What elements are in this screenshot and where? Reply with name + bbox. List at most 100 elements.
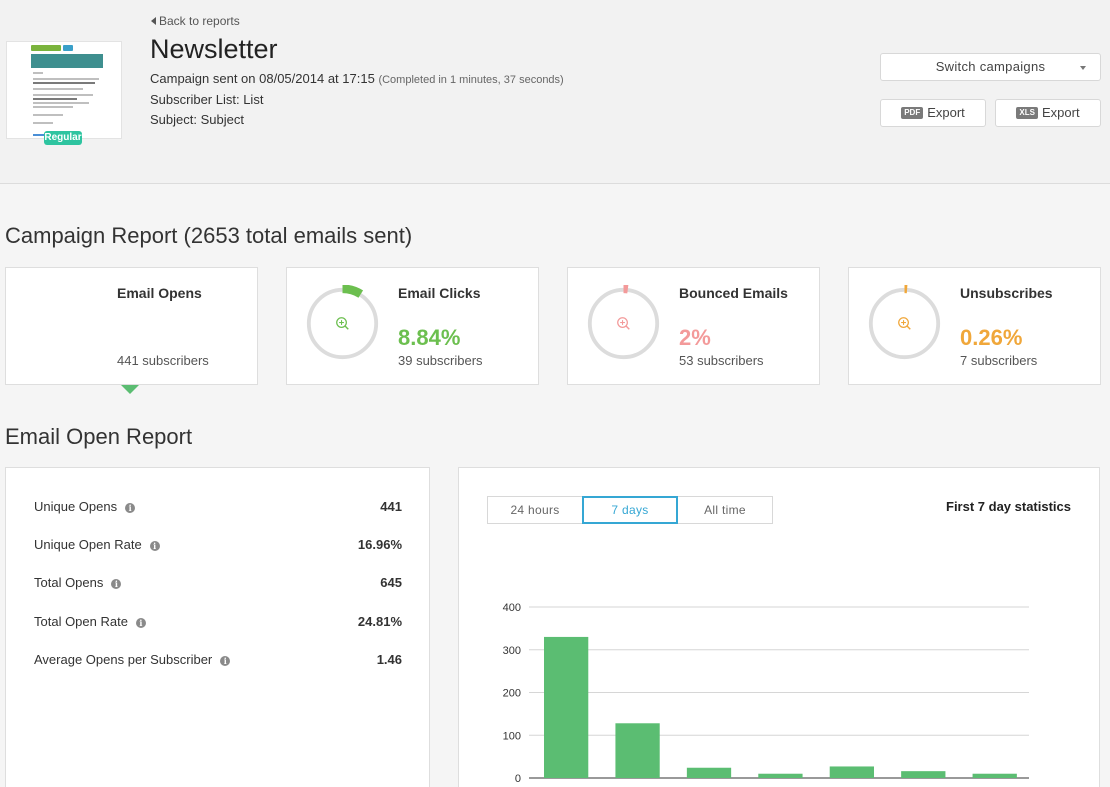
thumbnail-line [33,98,77,100]
export-pdf-label: Export [927,105,965,120]
sent-prefix: Campaign sent on [150,71,260,86]
campaign-title: Newsletter [150,34,278,64]
clicks-ring-chart [306,285,379,360]
stat-label: Unique Opens [34,499,118,514]
stat-total-open-rate: Total Open Rate i 24.81% [34,614,402,629]
zoom-icon [898,317,909,328]
thumbnail-line [33,72,43,74]
campaign-report-title: Campaign Report (2653 total emails sent) [5,223,413,248]
zoom-icon-handle [344,325,349,330]
time-range-tabs: 24 hours 7 days All time [487,496,773,524]
stat-label: Total Open Rate [34,614,128,629]
export-xls-button[interactable]: XLS Export [995,99,1101,127]
card-label: Unsubscribes [960,285,1053,301]
info-icon[interactable]: i [111,579,122,589]
thumbnail-line [33,94,93,96]
info-icon[interactable]: i [135,618,146,628]
sent-duration-note: (Completed in 1 minutes, 37 seconds) [378,74,564,86]
bar[interactable] [829,766,874,778]
card-subscribers: 441 subscribers [117,353,209,368]
tab-24-hours[interactable]: 24 hours [487,496,583,524]
campaign-sent-info: Campaign sent on 08/05/2014 at 17:15 (Co… [150,71,564,86]
back-link-label: Back to reports [159,14,240,28]
chart-period-label: First 7 day statistics [946,499,1071,514]
thumbnail-line [33,82,95,84]
caret-left-icon [151,17,156,25]
bounced-ring-chart [587,285,660,360]
email-opens-card[interactable]: Email Opens 16.96% 441 subscribers [5,267,258,385]
stat-value: 1.46 [376,652,402,667]
card-subscribers: 53 subscribers [679,353,764,368]
stat-value: 16.96% [357,537,402,552]
card-subscribers: 39 subscribers [398,353,483,368]
email-open-report-title: Email Open Report [5,424,193,449]
switch-campaigns-label: Switch campaigns [935,59,1046,74]
stat-average-opens: Average Opens per Subscriber i 1.46 [34,652,402,667]
sent-date: 08/05/2014 [259,71,325,86]
ring-progress-arc [342,285,364,298]
stat-label: Average Opens per Subscriber [34,652,213,667]
ring-track [868,287,941,360]
back-to-reports-link[interactable]: Back to reports [151,14,240,28]
stat-unique-opens: Unique Opens i 441 [34,499,402,514]
bar[interactable] [544,636,589,778]
unsubscribes-ring-chart [868,285,941,360]
campaign-type-badge: Regular [44,131,82,145]
stat-value: 645 [380,575,402,590]
active-card-pointer [121,385,139,394]
open-stats-panel: Unique Opens i 441 Unique Open Rate i 16.9… [5,467,430,787]
pdf-file-icon: PDF [901,107,924,119]
stat-label: Total Opens [34,575,104,590]
zoom-icon-handle [625,325,630,330]
y-tick-label: 300 [503,645,521,657]
bar[interactable] [758,773,803,778]
campaign-header: Regular Back to reports Newsletter Campa… [0,0,1110,184]
bar[interactable] [972,773,1017,778]
export-pdf-button[interactable]: PDF Export [880,99,986,127]
opens-bar-chart: 0 100 200 300 400 [503,602,1029,785]
switch-campaigns-button[interactable]: Switch campaigns [880,53,1101,81]
bar[interactable] [686,767,732,778]
card-value: 2% [679,325,711,350]
stat-label: Unique Open Rate [34,537,142,552]
chevron-down-icon [1080,66,1086,70]
zoom-icon-handle [906,325,911,330]
email-clicks-card[interactable]: Email Clicks 8.84% 39 subscribers [286,267,539,385]
stat-unique-open-rate: Unique Open Rate i 16.96% [34,537,402,552]
bar[interactable] [615,723,660,778]
bounced-emails-card[interactable]: Bounced Emails 2% 53 subscribers [567,267,820,385]
card-label: Email Clicks [398,285,481,301]
unsubscribes-card[interactable]: Unsubscribes 0.26% 7 subscribers [848,267,1101,385]
card-value: 16.96% [117,325,192,350]
zoom-icon [336,317,347,328]
y-tick-label: 0 [515,773,521,785]
thumbnail-line [33,78,99,80]
subject-info: Subject: Subject [150,112,244,127]
y-tick-label: 100 [503,730,521,742]
opens-ring-chart [25,285,98,360]
subscriber-list-info: Subscriber List: List [150,92,264,107]
y-tick-label: 400 [503,602,521,614]
card-value: 0.26% [960,325,1023,350]
campaign-thumbnail[interactable] [6,41,122,139]
export-xls-label: Export [1041,105,1080,120]
info-icon[interactable]: i [149,541,160,551]
card-value: 8.84% [398,325,461,350]
xls-file-icon: XLS [1016,107,1038,119]
info-icon[interactable]: i [220,656,231,666]
y-tick-label: 200 [503,688,521,700]
bar[interactable] [901,771,946,778]
ring-track [306,287,379,360]
tab-all-time[interactable]: All time [677,496,773,524]
thumbnail-line [33,102,89,104]
thumbnail-banner [31,54,103,68]
tab-7-days[interactable]: 7 days [582,496,678,524]
info-icon[interactable]: i [125,503,136,513]
sent-time: 17:15 [342,71,375,86]
thumbnail-line [33,88,83,90]
ring-progress-arc [61,285,97,311]
thumbnail-logo-accent [63,45,73,51]
card-subscribers: 7 subscribers [960,353,1038,368]
card-label: Bounced Emails [679,285,788,301]
stat-total-opens: Total Opens i 645 [34,575,402,590]
